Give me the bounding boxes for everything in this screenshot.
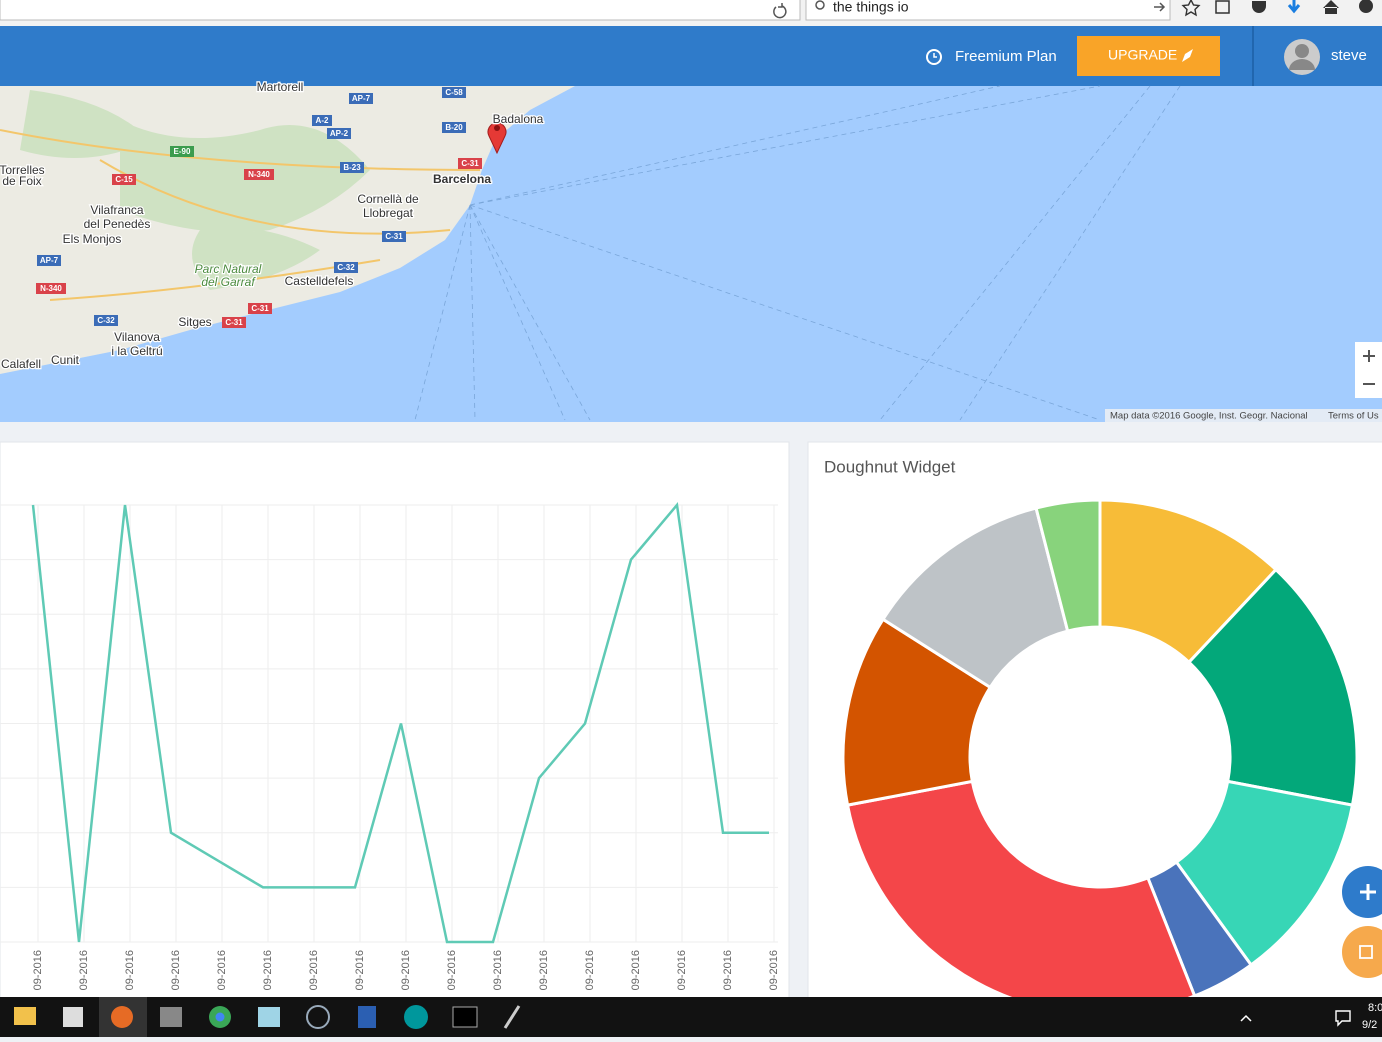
x-tick-label: 09-2016	[216, 950, 228, 990]
x-tick-label: 09-2016	[584, 950, 596, 990]
address-bar[interactable]	[0, 0, 800, 20]
terminal-icon[interactable]	[453, 1007, 477, 1027]
place-label: de Foix	[2, 174, 41, 188]
place-label: Els Monjos	[63, 232, 122, 246]
road-label: B-23	[343, 163, 361, 172]
widget-title: Doughnut Widget	[824, 457, 956, 476]
x-tick-label: 09-2016	[538, 950, 550, 990]
upgrade-label[interactable]: UPGRADE	[1108, 47, 1177, 63]
road-label: N-340	[248, 170, 270, 179]
x-tick-label: 09-2016	[124, 950, 136, 990]
x-tick-label: 09-2016	[400, 950, 412, 990]
road-label: C-31	[251, 304, 269, 313]
store-icon[interactable]	[63, 1007, 83, 1027]
x-tick-label: 09-2016	[768, 950, 780, 990]
place-label: Llobregat	[363, 206, 414, 220]
x-tick-label: 09-2016	[630, 950, 642, 990]
road-label: C-32	[337, 263, 355, 272]
road-label: AP-7	[352, 94, 371, 103]
place-label: Parc Natural	[195, 262, 262, 276]
road-label: C-31	[385, 232, 403, 241]
x-tick-label: 09-2016	[676, 950, 688, 990]
taskbar	[0, 997, 1382, 1037]
place-label: Sitges	[178, 315, 211, 329]
road-label: A-2	[316, 116, 329, 125]
avatar-head	[1295, 44, 1309, 58]
place-label: Calafell	[1, 357, 41, 371]
place-label: Martorell	[257, 80, 304, 94]
clock-date: 9/2	[1362, 1019, 1377, 1031]
search-text: the things io	[833, 0, 909, 15]
chrome-center	[216, 1013, 225, 1022]
docs-icon[interactable]	[358, 1006, 376, 1028]
x-tick-label: 09-2016	[32, 950, 44, 990]
user-name[interactable]: steve	[1331, 47, 1367, 64]
place-label: Vilanova	[114, 330, 160, 344]
x-tick-label: 09-2016	[354, 950, 366, 990]
line-widget	[0, 442, 789, 1002]
plan-label: Freemium Plan	[955, 48, 1057, 65]
road-label: C-58	[445, 88, 463, 97]
x-tick-label: 09-2016	[78, 950, 90, 990]
road-label: E-90	[174, 147, 191, 156]
road-label: C-32	[97, 316, 115, 325]
place-label: Barcelona	[433, 172, 491, 186]
firefox-icon	[111, 1006, 133, 1028]
place-label: Badalona	[493, 112, 544, 126]
clock-time: 8:0	[1368, 1002, 1382, 1014]
map-attribution: Map data ©2016 Google, Inst. Geogr. Naci…	[1110, 411, 1308, 422]
road-label: AP-7	[40, 256, 59, 265]
road-label: C-15	[115, 175, 133, 184]
app-icon[interactable]	[258, 1007, 280, 1027]
x-tick-label: 09-2016	[308, 950, 320, 990]
place-label: i la Geltrú	[111, 344, 162, 358]
road-label: C-31	[461, 159, 479, 168]
x-tick-label: 09-2016	[446, 950, 458, 990]
place-label: del Garraf	[201, 275, 256, 289]
place-label: Vilafranca	[90, 203, 143, 217]
x-tick-label: 09-2016	[492, 950, 504, 990]
road-label: N-340	[40, 284, 62, 293]
arduino-icon[interactable]	[404, 1005, 428, 1029]
app-icon[interactable]	[160, 1007, 182, 1027]
x-tick-label: 09-2016	[262, 950, 274, 990]
road-label: AP-2	[330, 129, 349, 138]
place-label: Castelldefels	[285, 274, 354, 288]
place-label: del Penedès	[84, 217, 151, 231]
map-terms[interactable]: Terms of Us	[1328, 411, 1379, 422]
x-tick-label: 09-2016	[170, 950, 182, 990]
road-label: C-31	[225, 318, 243, 327]
place-label: Cunit	[51, 353, 80, 367]
place-label: Cornellà de	[357, 192, 419, 206]
explorer-icon[interactable]	[14, 1007, 36, 1025]
road-label: B-20	[445, 123, 463, 132]
x-tick-label: 09-2016	[722, 950, 734, 990]
